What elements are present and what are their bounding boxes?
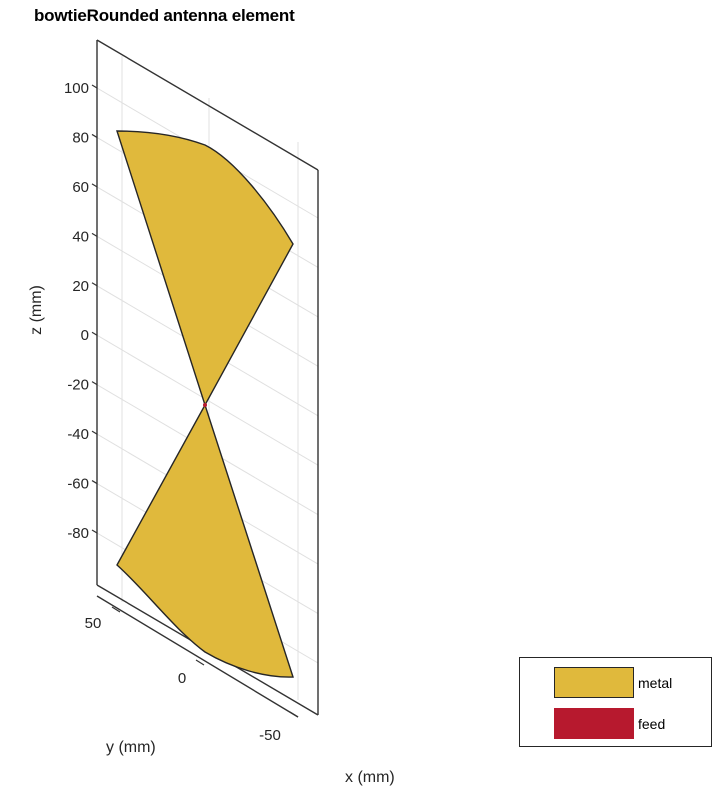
y-tick: [195, 659, 205, 666]
metal-upper-wing: [116, 130, 294, 407]
legend-item-feed: feed: [554, 708, 665, 739]
metal-swatch: [554, 667, 634, 698]
z-tick-label: 0: [81, 327, 89, 344]
z-tick: [91, 430, 98, 435]
z-tick: [91, 84, 98, 89]
y-tick-label: -50: [259, 727, 281, 744]
legend-label: metal: [638, 674, 673, 691]
z-axis-label: z (mm): [28, 285, 45, 335]
z-tick: [91, 183, 98, 188]
z-tick-label: -20: [67, 377, 89, 394]
y-tick: [111, 606, 121, 613]
y-tick-label: 50: [85, 615, 102, 632]
z-tick: [91, 529, 98, 534]
legend: metal feed: [519, 657, 712, 747]
feed-point: [203, 403, 207, 407]
legend-item-metal: metal: [554, 667, 672, 698]
z-tick: [91, 480, 98, 485]
z-tick-label: -60: [67, 476, 89, 493]
metal-lower-wing: [116, 403, 294, 678]
z-tick-label: -40: [67, 426, 89, 443]
z-tick: [91, 232, 98, 237]
z-tick: [91, 331, 98, 336]
feed-swatch: [554, 708, 634, 739]
chart-title: bowtieRounded antenna element: [34, 6, 295, 25]
z-tick-label: 60: [72, 179, 89, 196]
y-axis-label: y (mm): [106, 739, 156, 756]
y-axis: 50 0 -50: [85, 606, 299, 744]
z-tick: [91, 381, 98, 386]
z-tick-label: 40: [72, 228, 89, 245]
x-axis-label: x (mm): [345, 769, 395, 786]
z-tick-label: 100: [64, 80, 89, 97]
z-tick: [91, 282, 98, 287]
legend-label: feed: [638, 715, 666, 732]
z-tick-label: 20: [72, 278, 89, 295]
y-tick-label: 0: [178, 670, 186, 687]
z-tick-label: 80: [72, 129, 89, 146]
z-tick-label: -80: [67, 525, 89, 542]
z-axis: 100 80 60 40 20 0 -20 -40 -60 -80: [64, 80, 98, 542]
y-tick: [289, 711, 299, 718]
z-tick: [91, 133, 98, 138]
